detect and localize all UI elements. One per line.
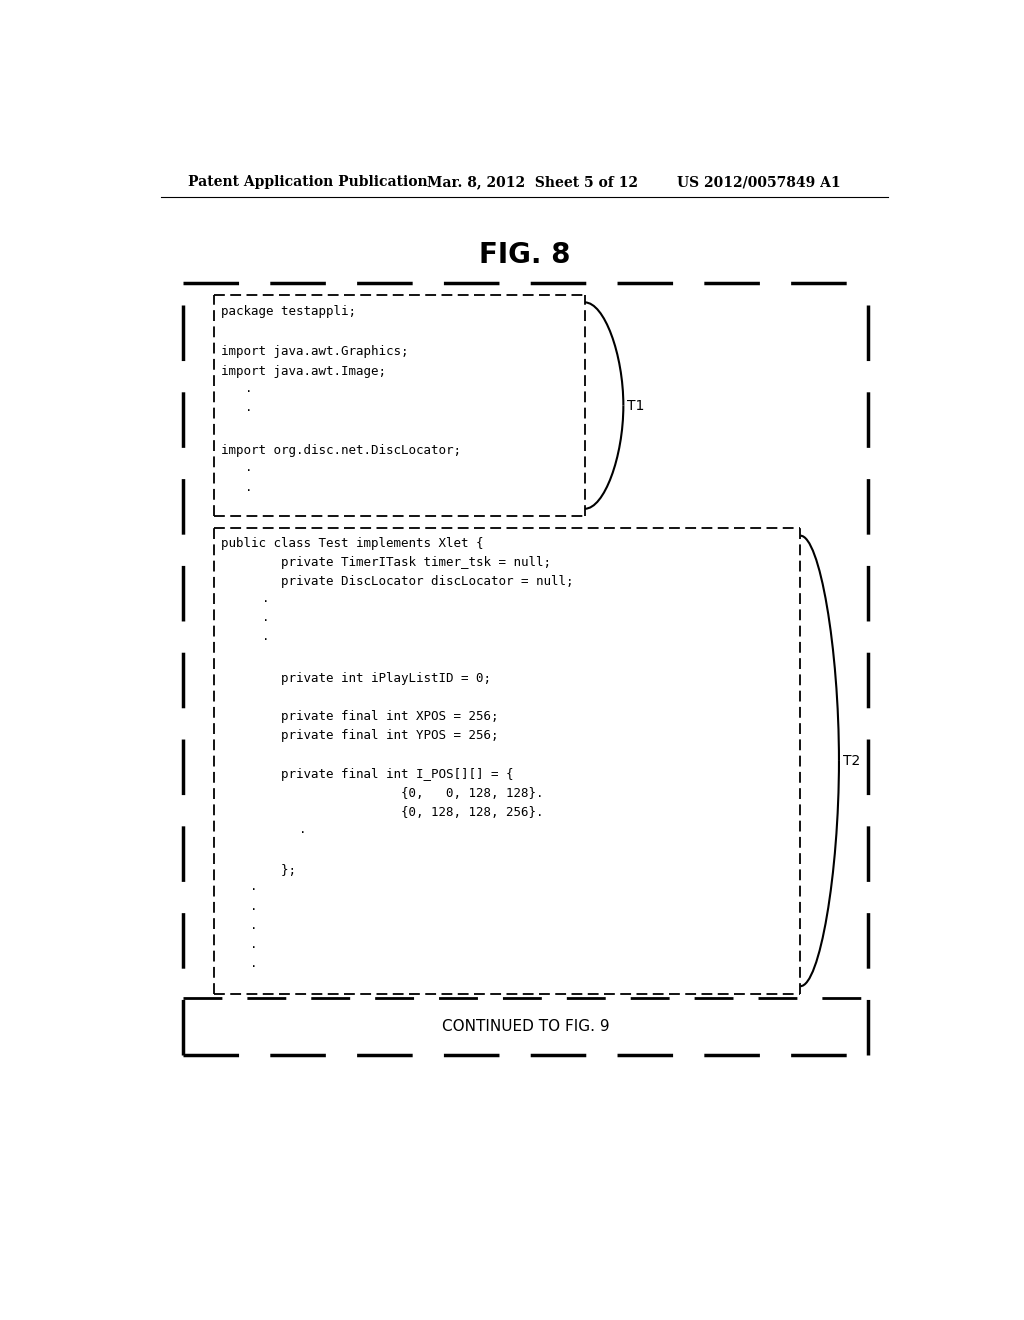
Text: ·: · <box>250 941 257 954</box>
Text: T2: T2 <box>843 754 860 768</box>
Text: FIG. 8: FIG. 8 <box>479 240 570 269</box>
Text: ·: · <box>246 404 253 417</box>
Text: Patent Application Publication: Patent Application Publication <box>188 176 428 189</box>
Text: ·: · <box>250 903 257 916</box>
Text: import java.awt.Image;: import java.awt.Image; <box>221 364 386 378</box>
Text: private final int YPOS = 256;: private final int YPOS = 256; <box>221 730 499 742</box>
Text: ·: · <box>262 634 269 647</box>
Text: private DiscLocator discLocator = null;: private DiscLocator discLocator = null; <box>221 576 573 589</box>
Text: ·: · <box>262 614 269 627</box>
Text: };: }; <box>221 865 296 878</box>
Text: ·: · <box>250 921 257 935</box>
Text: US 2012/0057849 A1: US 2012/0057849 A1 <box>677 176 841 189</box>
Text: {0,   0, 128, 128}.: {0, 0, 128, 128}. <box>221 787 544 800</box>
Text: package testappli;: package testappli; <box>221 305 356 318</box>
Text: ·: · <box>250 883 257 896</box>
Text: private final int XPOS = 256;: private final int XPOS = 256; <box>221 710 499 723</box>
Text: ·: · <box>250 961 257 973</box>
Text: import java.awt.Graphics;: import java.awt.Graphics; <box>221 345 409 358</box>
Text: private final int I_POS[][] = {: private final int I_POS[][] = { <box>221 768 514 781</box>
Text: ·: · <box>262 594 269 607</box>
Text: ·: · <box>246 484 253 496</box>
Text: {0, 128, 128, 256}.: {0, 128, 128, 256}. <box>221 807 544 820</box>
Text: Mar. 8, 2012  Sheet 5 of 12: Mar. 8, 2012 Sheet 5 of 12 <box>427 176 638 189</box>
Text: ·: · <box>246 384 253 397</box>
Text: private int iPlayListID = 0;: private int iPlayListID = 0; <box>221 672 492 685</box>
Text: private TimerITask timer_tsk = null;: private TimerITask timer_tsk = null; <box>221 556 551 569</box>
Text: ·: · <box>299 825 307 838</box>
Text: public class Test implements Xlet {: public class Test implements Xlet { <box>221 537 484 550</box>
Text: T1: T1 <box>628 399 644 413</box>
Text: import org.disc.net.DiscLocator;: import org.disc.net.DiscLocator; <box>221 445 462 457</box>
Text: ·: · <box>246 465 253 477</box>
Text: CONTINUED TO FIG. 9: CONTINUED TO FIG. 9 <box>441 1019 609 1035</box>
